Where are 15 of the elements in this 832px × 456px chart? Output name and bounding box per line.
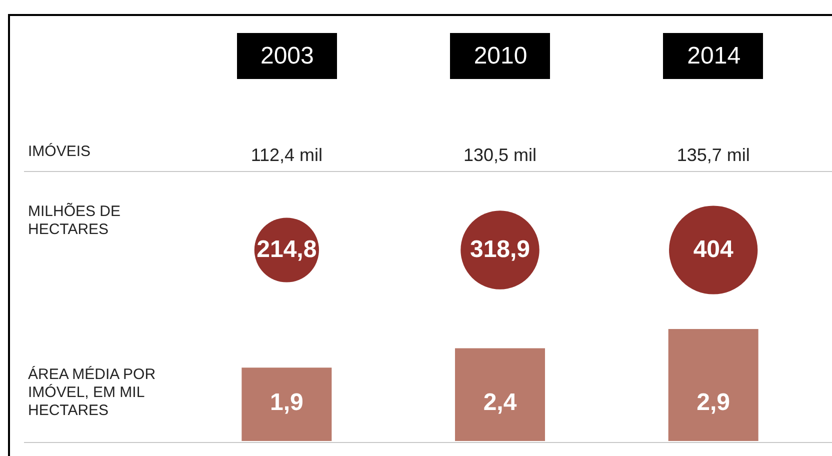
category-label: 2014 xyxy=(687,42,741,70)
data-label: 130,5 mil xyxy=(463,145,537,165)
data-label: 404 xyxy=(693,236,734,263)
data-label: 2,4 xyxy=(483,389,518,416)
data-label: 2,9 xyxy=(696,389,730,416)
data-label: 135,7 mil xyxy=(676,145,750,165)
text: IMÓVEIS xyxy=(28,143,92,161)
category-label: 2010 xyxy=(474,42,528,70)
data-label: 112,4 mil xyxy=(250,145,323,165)
category-label: 2003 xyxy=(260,42,314,70)
data-label: 318,9 xyxy=(470,236,530,263)
text: MILHÕES DE HECTARES xyxy=(28,203,122,239)
data-label: 214,8 xyxy=(256,236,317,263)
y-axis-title: ÁREA MÉDIA POR IMÓVEL, EM MIL HECTARES xyxy=(28,366,157,420)
data-label: 1,9 xyxy=(270,389,304,416)
